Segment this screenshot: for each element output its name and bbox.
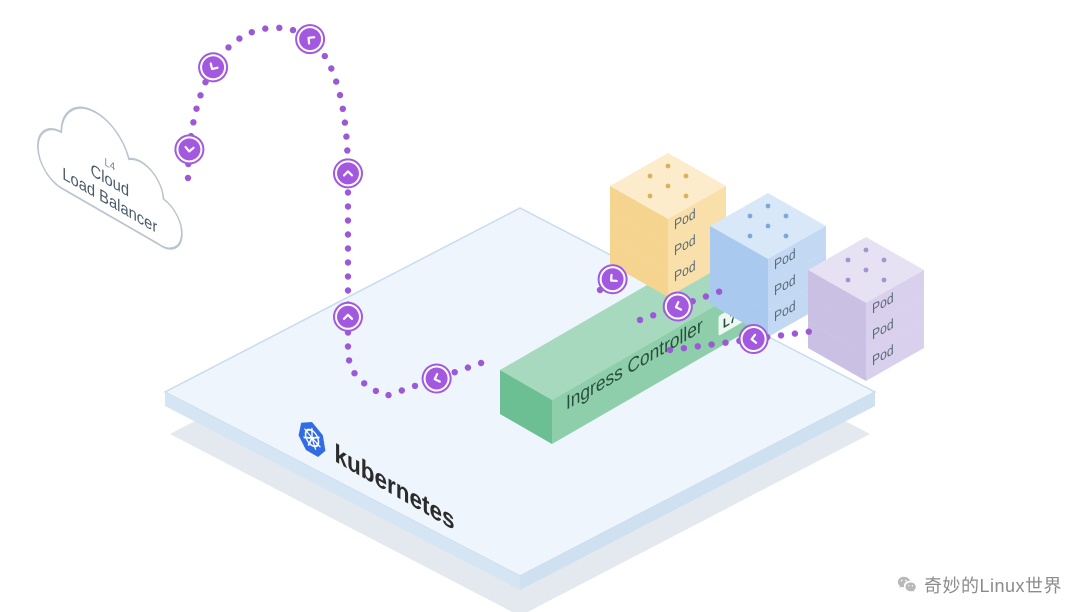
chevron-down-icon: [334, 303, 362, 331]
watermark: 奇妙的Linux世界: [896, 572, 1062, 598]
architecture-diagram: kubernetes Ingress Controller L7: [0, 0, 1080, 612]
chevron-down-icon: [334, 159, 362, 187]
chevron-down-icon: [174, 134, 205, 165]
cloud-lb: L4 Cloud Load Balancer: [38, 79, 182, 258]
chevron-down-icon: [290, 19, 329, 58]
wechat-icon: [896, 574, 918, 596]
chevron-down-icon: [194, 48, 232, 86]
